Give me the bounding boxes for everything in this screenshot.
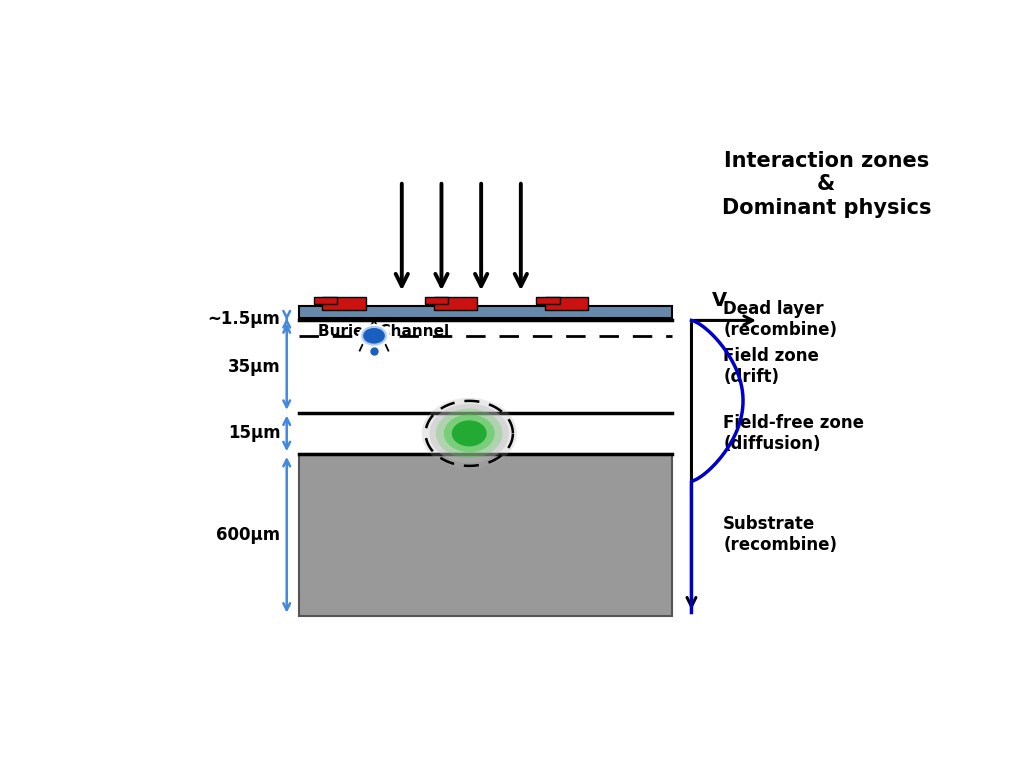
- Bar: [299, 306, 672, 318]
- Text: 15μm: 15μm: [227, 425, 281, 442]
- Bar: [537, 297, 559, 304]
- Bar: [433, 297, 477, 310]
- Text: 600μm: 600μm: [216, 526, 281, 544]
- Bar: [425, 297, 449, 304]
- Circle shape: [422, 398, 517, 468]
- Circle shape: [430, 404, 509, 463]
- Text: 35μm: 35μm: [227, 358, 281, 376]
- Bar: [323, 297, 367, 310]
- Circle shape: [362, 327, 386, 345]
- Text: Substrate
(recombine): Substrate (recombine): [723, 515, 838, 554]
- Bar: [545, 297, 589, 310]
- Text: ~1.5μm: ~1.5μm: [208, 310, 281, 328]
- Text: Buried Channel: Buried Channel: [318, 324, 450, 339]
- Circle shape: [358, 324, 390, 348]
- Circle shape: [436, 409, 503, 458]
- Circle shape: [443, 415, 495, 452]
- Circle shape: [452, 420, 486, 446]
- Text: Interaction zones
&
Dominant physics: Interaction zones & Dominant physics: [722, 151, 931, 217]
- Text: Field-free zone
(diffusion): Field-free zone (diffusion): [723, 414, 864, 453]
- Bar: [314, 297, 337, 304]
- Text: Dead layer
(recombine): Dead layer (recombine): [723, 300, 838, 339]
- Text: V: V: [712, 291, 727, 310]
- Text: Field zone
(drift): Field zone (drift): [723, 347, 819, 386]
- Bar: [299, 454, 672, 615]
